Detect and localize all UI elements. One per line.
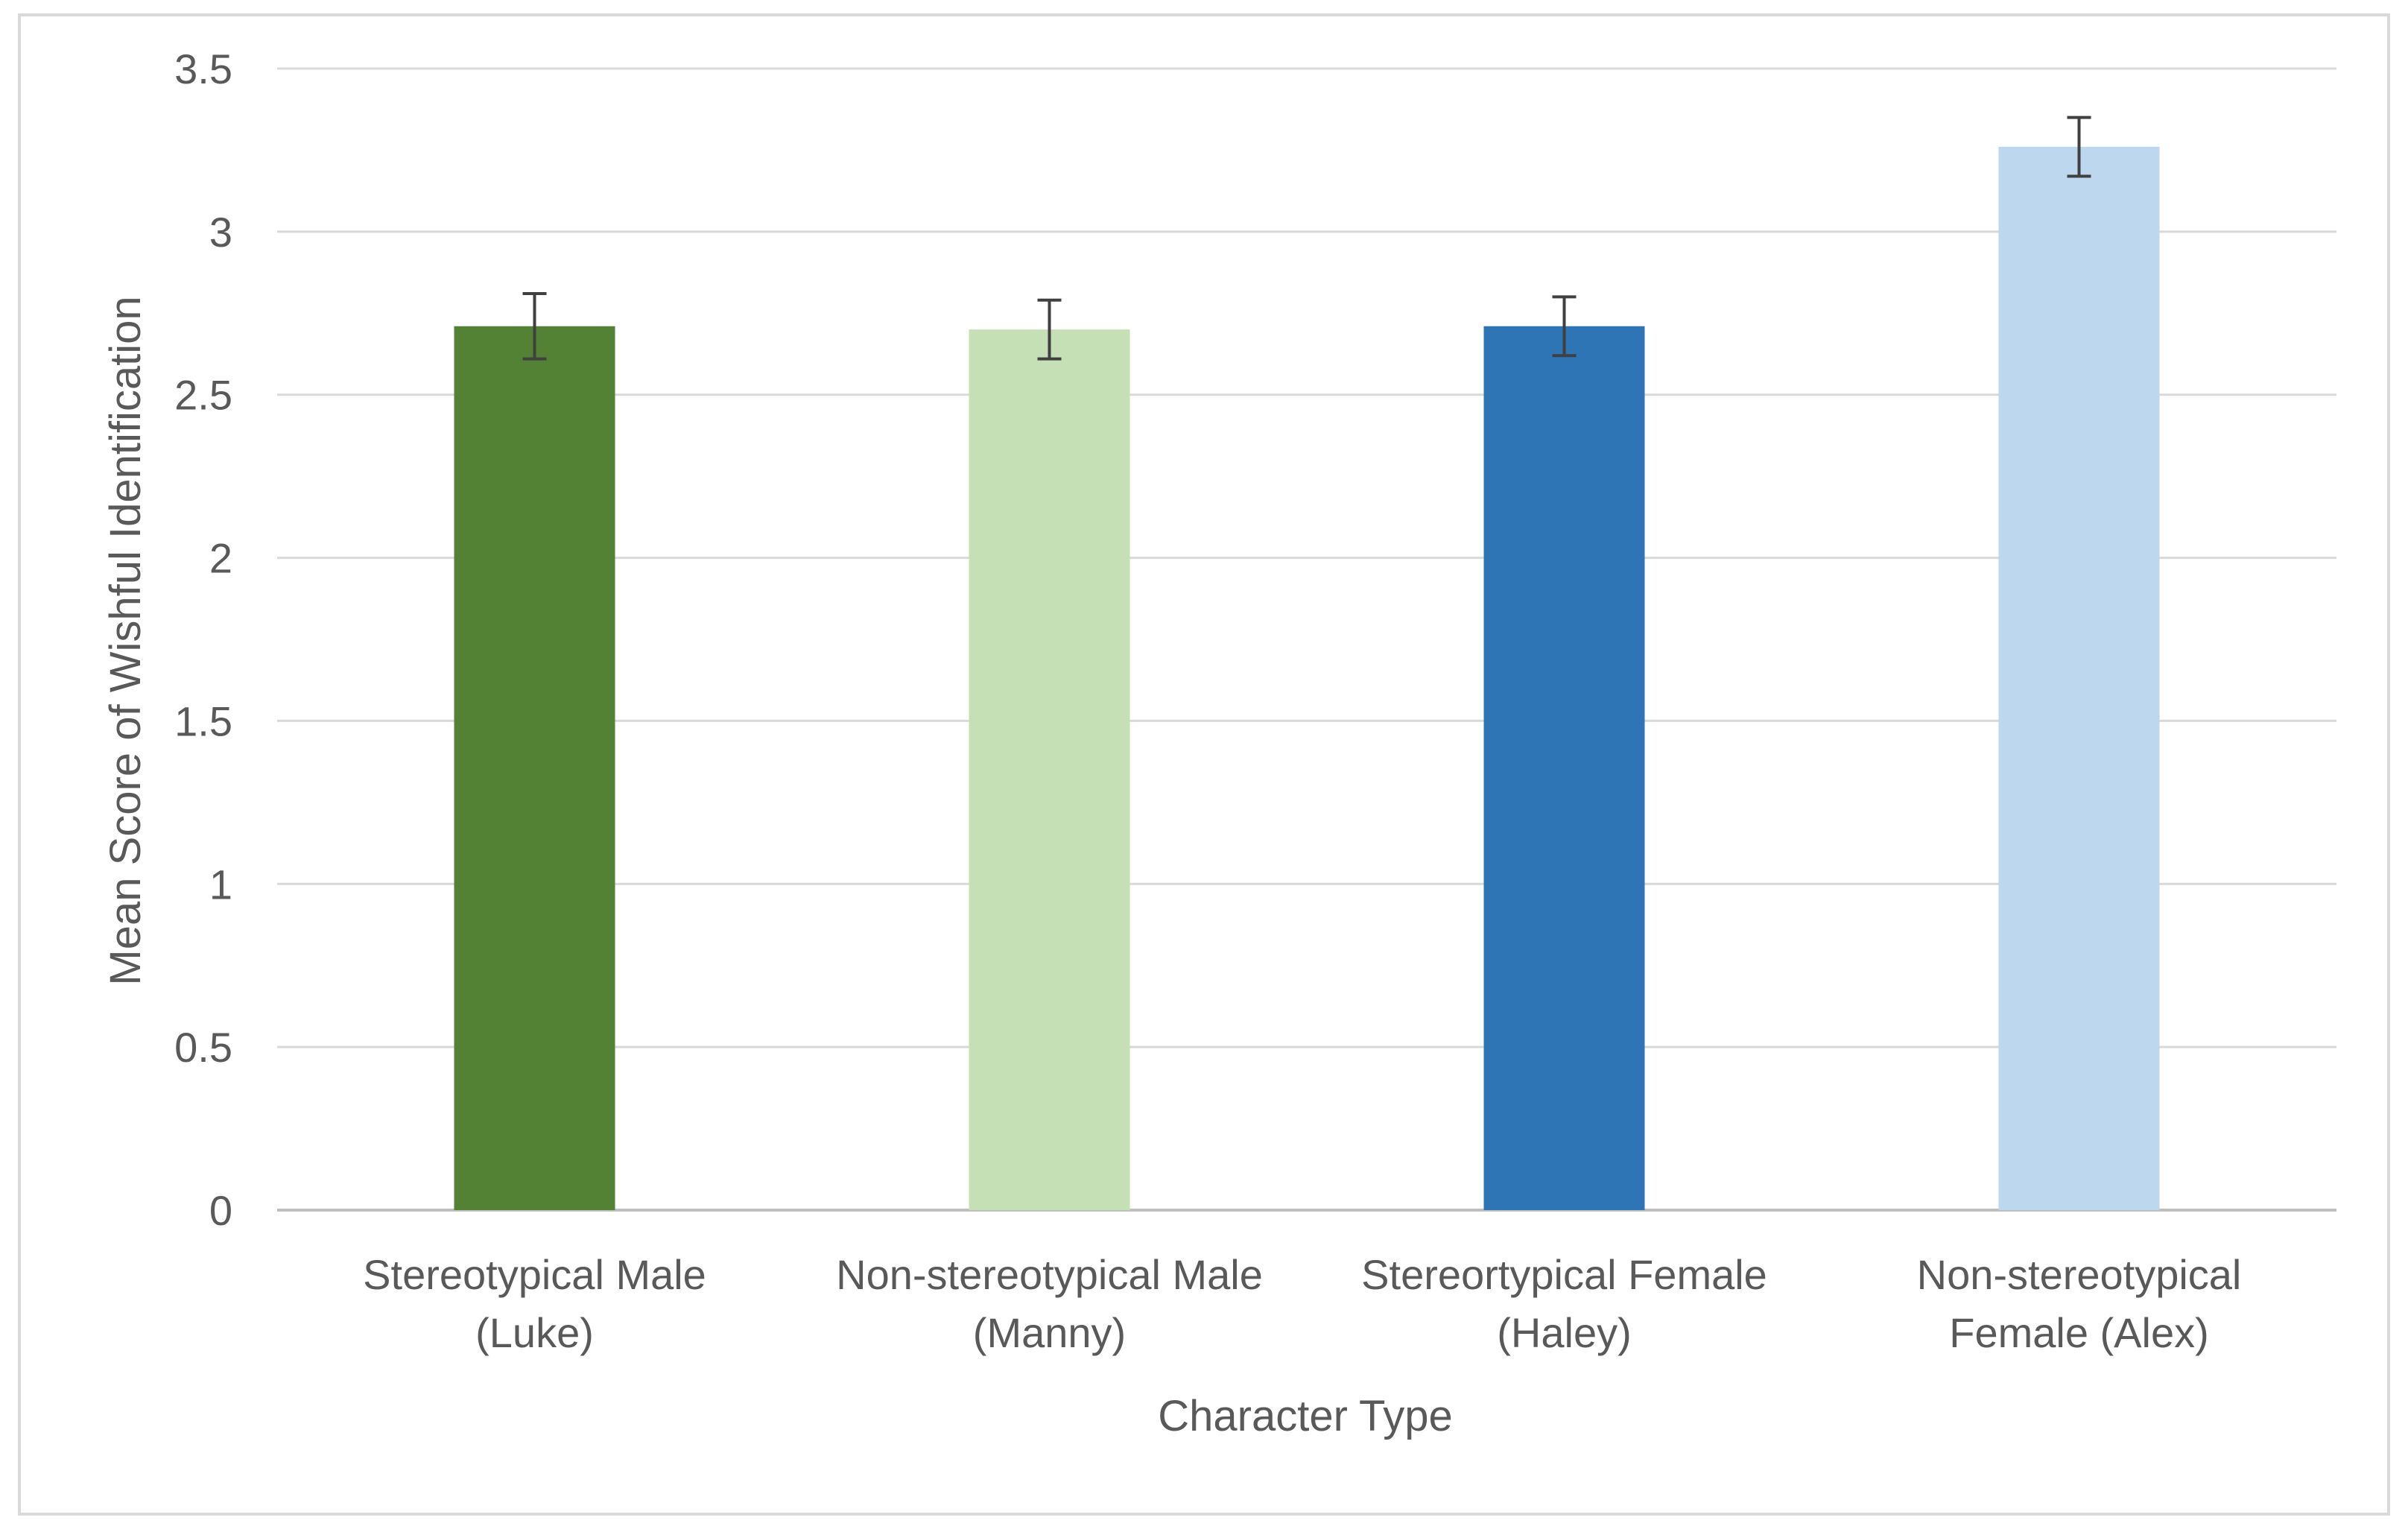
y-tick-label: 3.5 [174,45,232,92]
x-category-label: Non-stereotypical Male (Manny) [836,1251,1263,1356]
x-category-label: Stereotypical Male (Luke) [363,1251,706,1356]
y-tick-label: 0 [209,1187,232,1234]
y-axis-title: Mean Score of Wishful Identification [101,296,150,985]
gridlines [277,67,2336,1212]
x-axis-categories: Stereotypical Male (Luke) Non-stereotypica… [363,1251,2241,1356]
error-bars [522,115,2091,361]
y-tick-label: 0.5 [174,1024,232,1071]
x-category-label: Non-stereotypical Female (Alex) [1917,1251,2242,1356]
bars [454,147,2160,1211]
y-tick-label: 2 [209,535,232,582]
y-tick-label: 3 [209,209,232,256]
bar [1998,147,2160,1211]
bar [454,326,615,1210]
chart-frame [18,13,2390,1516]
x-axis-title: Character Type [1158,1392,1452,1440]
y-axis-ticks: 0 0.5 1 1.5 2 2.5 3 3.5 [174,45,232,1234]
x-category-label: Stereortypical Female (Haley) [1361,1251,1767,1356]
bar [969,329,1130,1211]
y-tick-label: 2.5 [174,372,232,419]
y-tick-label: 1 [209,861,232,908]
bar [1483,326,1645,1210]
y-tick-label: 1.5 [174,697,232,744]
